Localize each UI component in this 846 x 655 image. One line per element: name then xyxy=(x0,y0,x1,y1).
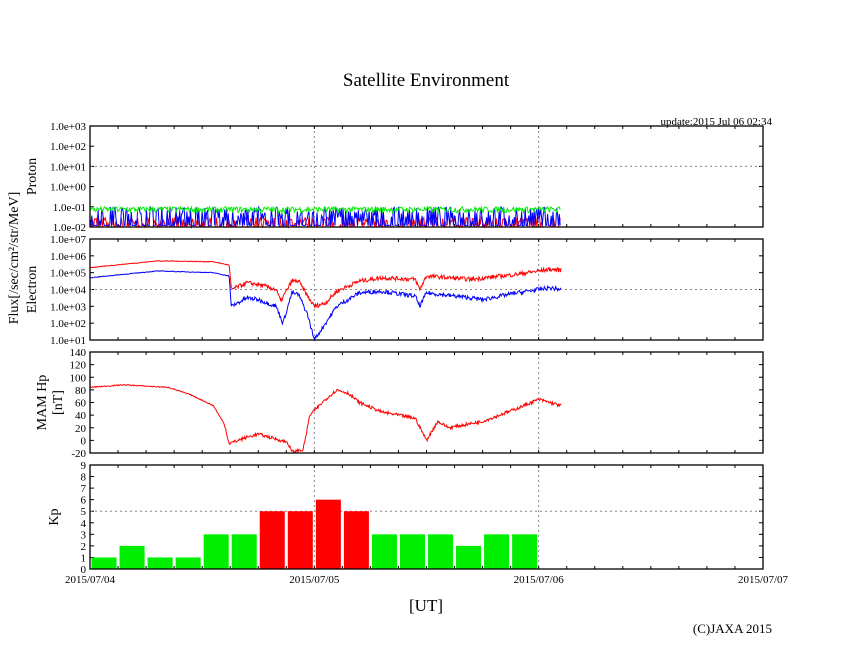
y-axis-label-unit: [nT] xyxy=(51,390,66,415)
kp-bar xyxy=(343,511,369,569)
y-tick-label: 1 xyxy=(81,552,87,564)
kp-bar xyxy=(119,545,145,569)
y-tick-label: 9 xyxy=(81,460,87,472)
y-tick-label: 1.0e+07 xyxy=(50,234,86,246)
y-tick-label: 2 xyxy=(81,541,87,553)
kp-bar xyxy=(428,534,454,569)
y-tick-label: 1.0e+06 xyxy=(50,251,86,263)
y-tick-label: 7 xyxy=(81,483,87,495)
copyright: (C)JAXA 2015 xyxy=(693,621,772,636)
y-tick-label: 20 xyxy=(75,423,87,435)
y-tick-label: 80 xyxy=(75,385,87,397)
x-tick-label: 2015/07/05 xyxy=(289,574,340,586)
kp-bar xyxy=(175,557,201,569)
kp-bar xyxy=(315,499,341,569)
y-tick-label: 120 xyxy=(70,360,87,372)
y-tick-label: 8 xyxy=(81,472,87,484)
y-tick-label: 0 xyxy=(81,564,87,576)
y-tick-label: 1.0e+03 xyxy=(50,301,86,313)
kp-bar xyxy=(91,557,117,569)
kp-bar xyxy=(371,534,397,569)
x-axis-label: [UT] xyxy=(409,596,443,615)
kp-bar xyxy=(231,534,257,569)
x-tick-label: 2015/07/07 xyxy=(738,574,789,586)
y-tick-label: 140 xyxy=(70,347,87,359)
panel-frame xyxy=(89,351,764,454)
y-axis-label: Kp xyxy=(47,508,62,525)
kp-bar xyxy=(259,511,285,569)
panel-frame xyxy=(89,464,764,570)
panel-frame xyxy=(89,238,764,341)
y-tick-label: 1.0e+02 xyxy=(50,318,86,330)
electron-blue-line xyxy=(89,270,562,342)
y-axis-label: Proton xyxy=(25,158,40,195)
y-tick-label: 4 xyxy=(81,518,87,530)
y-tick-label: 1.0e+02 xyxy=(50,141,86,153)
y-axis-label: Electron xyxy=(25,266,40,313)
x-tick-label: 2015/07/06 xyxy=(514,574,565,586)
flux-axis-label: Flux[/sec/cm²/str/MeV] xyxy=(7,192,22,325)
y-tick-label: 1.0e+00 xyxy=(50,182,86,194)
kp-bar xyxy=(287,511,313,569)
y-axis-label: MAM Hp xyxy=(35,375,50,431)
mam-hp-line xyxy=(89,383,562,454)
y-tick-label: 5 xyxy=(81,506,87,518)
y-tick-label: 40 xyxy=(75,410,87,422)
y-tick-label: 100 xyxy=(70,372,87,384)
kp-bar xyxy=(399,534,425,569)
y-tick-label: 1.0e+04 xyxy=(50,285,86,297)
y-tick-label: 1.0e+03 xyxy=(50,121,86,133)
chart-title: Satellite Environment xyxy=(343,70,510,91)
electron-red-line xyxy=(89,259,562,309)
y-tick-label: 6 xyxy=(81,495,87,507)
y-tick-label: 1.0e-01 xyxy=(53,202,86,214)
y-tick-label: -20 xyxy=(71,448,86,460)
y-tick-label: 60 xyxy=(75,398,87,410)
x-tick-label: 2015/07/04 xyxy=(65,574,116,586)
panel-frame xyxy=(89,125,764,228)
kp-bar xyxy=(147,557,173,569)
y-tick-label: 1.0e-02 xyxy=(53,222,86,234)
y-tick-label: 3 xyxy=(81,529,87,541)
kp-bar xyxy=(512,534,538,569)
y-tick-label: 1.0e+01 xyxy=(50,335,86,347)
y-tick-label: 1.0e+05 xyxy=(50,268,86,280)
y-tick-label: 1.0e+01 xyxy=(50,161,86,173)
update-time: update:2015 Jul 06 02:34 xyxy=(660,116,772,128)
kp-bar xyxy=(456,545,482,569)
y-tick-label: 0 xyxy=(81,435,87,447)
kp-bar xyxy=(484,534,510,569)
proton-green-line xyxy=(89,205,561,215)
kp-bar xyxy=(203,534,229,569)
